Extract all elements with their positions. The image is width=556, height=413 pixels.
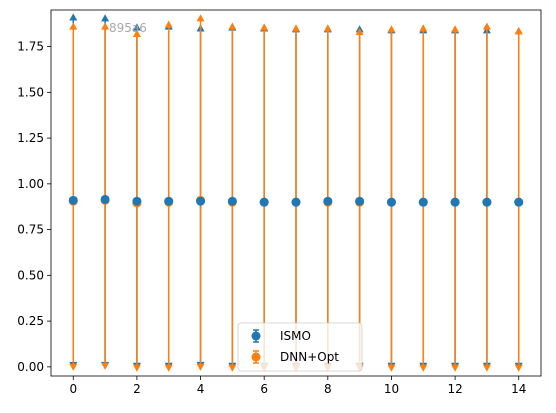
error-cap-low [101, 363, 109, 370]
error-cap-high [292, 24, 300, 31]
error-cap-high [69, 13, 77, 20]
y-tick-label: 0.75 [17, 223, 44, 237]
legend-marker [252, 353, 261, 362]
y-tick-label: 0.00 [17, 360, 44, 374]
error-cap-high [419, 24, 427, 31]
series-dnn-opt [69, 14, 522, 372]
data-point [196, 197, 205, 206]
y-tick-label: 1.00 [17, 177, 44, 191]
legend-label: ISMO [280, 329, 311, 343]
data-point [101, 195, 110, 204]
data-point [260, 198, 269, 207]
y-tick-label: 0.25 [17, 314, 44, 328]
error-cap-low [228, 365, 236, 372]
error-cap-low [419, 365, 427, 372]
x-tick-label: 10 [384, 382, 399, 396]
error-cap-high [483, 22, 491, 29]
legend-label: DNN+Opt [280, 350, 339, 364]
error-cap-high [260, 23, 268, 30]
data-point [482, 198, 491, 207]
legend: ISMO DNN+Opt [238, 323, 362, 371]
x-tick-label: 6 [260, 382, 268, 396]
error-cap-low [165, 365, 173, 372]
data-point [387, 198, 396, 207]
error-cap-high [165, 21, 173, 28]
data-point [451, 198, 460, 207]
data-point [355, 197, 364, 206]
legend-marker [252, 332, 261, 341]
data-point [419, 198, 428, 207]
y-tick-label: 1.75 [17, 40, 44, 54]
data-point [292, 198, 301, 207]
error-cap-high [387, 25, 395, 32]
error-cap-high [228, 22, 236, 29]
error-cap-high [69, 22, 77, 29]
x-tick-label: 4 [197, 382, 205, 396]
error-cap-low [515, 365, 523, 372]
x-tick-label: 12 [447, 382, 462, 396]
error-cap-low [451, 365, 459, 372]
data-point [514, 198, 523, 207]
error-cap-low [387, 365, 395, 372]
y-tick-label: 1.50 [17, 85, 44, 99]
error-cap-low [69, 364, 77, 371]
error-cap-high [324, 24, 332, 31]
plot-area [69, 13, 523, 371]
error-cap-low [483, 365, 491, 372]
error-cap-low [197, 364, 205, 371]
x-tick-label: 8 [324, 382, 332, 396]
data-point [228, 197, 237, 206]
error-cap-high [515, 27, 523, 34]
data-point [69, 196, 78, 205]
error-cap-low [133, 365, 141, 372]
error-cap-high [197, 14, 205, 21]
data-point [164, 197, 173, 206]
annotation-label: 895a6 [109, 21, 147, 35]
data-point [132, 197, 141, 206]
x-tick-label: 14 [511, 382, 526, 396]
y-tick-label: 0.50 [17, 268, 44, 282]
error-cap-high [101, 22, 109, 29]
y-tick-label: 1.25 [17, 131, 44, 145]
error-cap-high [451, 25, 459, 32]
data-point [323, 197, 332, 206]
error-cap-high [101, 14, 109, 21]
x-tick-label: 2 [133, 382, 141, 396]
x-tick-label: 0 [69, 382, 77, 396]
